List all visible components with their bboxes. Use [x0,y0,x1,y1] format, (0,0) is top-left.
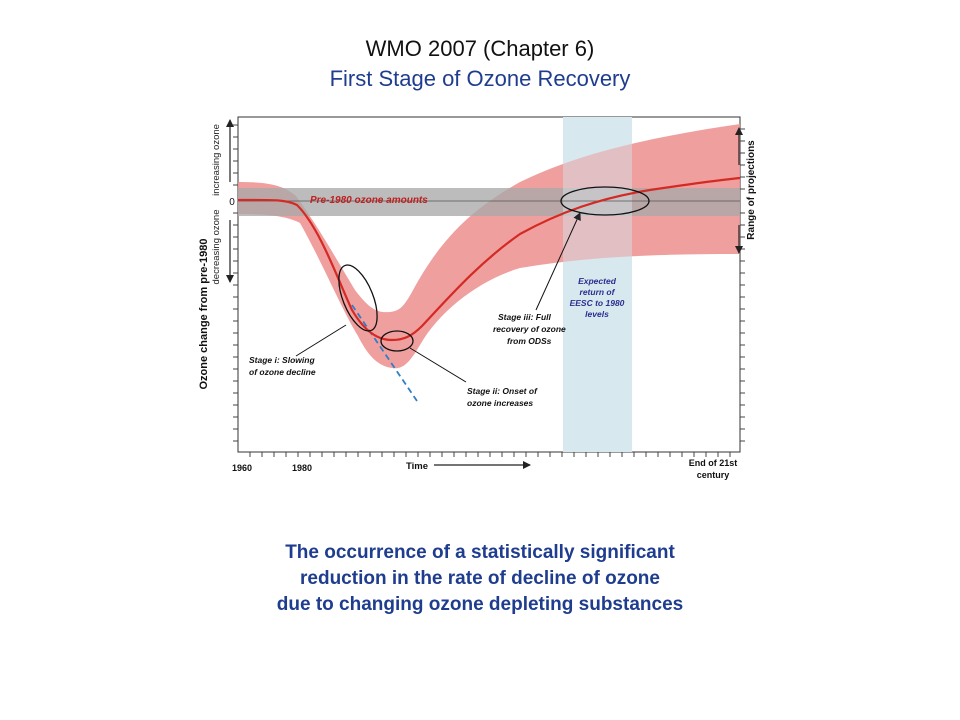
right-axis-title: Range of projections [746,140,757,240]
slide-caption: The occurrence of a statistically signif… [0,540,960,618]
x-end-label-2: century [697,470,730,480]
caption-line-1: The occurrence of a statistically signif… [285,542,675,563]
stage-ii-ellipse [380,330,414,352]
x-tick-1960: 1960 [232,463,252,473]
stage-iii-ellipse [560,186,650,216]
x-axis-title: Time [406,461,428,472]
y-down-label: decreasing ozone [211,210,222,285]
x-end-label-1: End of 21st [689,458,738,468]
stage-ii-pointer [409,347,467,383]
stage-ii-label-1: Stage ii: Onset of [467,386,538,396]
left-axis-ticks [233,124,238,442]
y-zero-label: 0 [229,197,235,208]
stage-i-label-2: of ozone decline [249,367,316,377]
stage-ii-label-2: ozone increases [467,398,533,408]
y-up-label: increasing ozone [211,124,222,196]
right-axis-ticks [740,128,745,442]
stage-iii-label-3: from ODSs [507,336,552,346]
ozone-recovery-chart: Ozone change from pre-1980 increasing oz… [198,116,757,480]
stage-i-ellipse [338,264,378,332]
uncertainty-envelope [238,124,740,369]
eesc-label-4: levels [585,309,609,319]
x-tick-1980: 1980 [292,463,312,473]
eesc-label-1: Expected [578,276,617,286]
slide-subtitle: First Stage of Ozone Recovery [329,66,631,91]
caption-line-2: reduction in the rate of decline of ozon… [300,568,660,589]
stage-iii-label-2: recovery of ozone [493,324,566,334]
y-axis-title: Ozone change from pre-1980 [198,239,210,390]
pre-1980-band [238,188,740,216]
slide-title: WMO 2007 (Chapter 6) [365,36,595,61]
stage-i-label-1: Stage i: Slowing [249,355,315,365]
stage-i-pointer [295,324,347,357]
pre-1980-band-label: Pre-1980 ozone amounts [310,195,428,206]
eesc-overlay [563,117,632,452]
eesc-label-2: return of [580,287,616,297]
eesc-label-3: EESC to 1980 [570,298,625,308]
stage-iii-label-1: Stage iii: Full [498,312,552,322]
caption-line-3: due to changing ozone depleting substanc… [276,594,684,615]
bottom-axis-ticks [249,452,731,457]
stage-iii-pointer [535,212,581,311]
